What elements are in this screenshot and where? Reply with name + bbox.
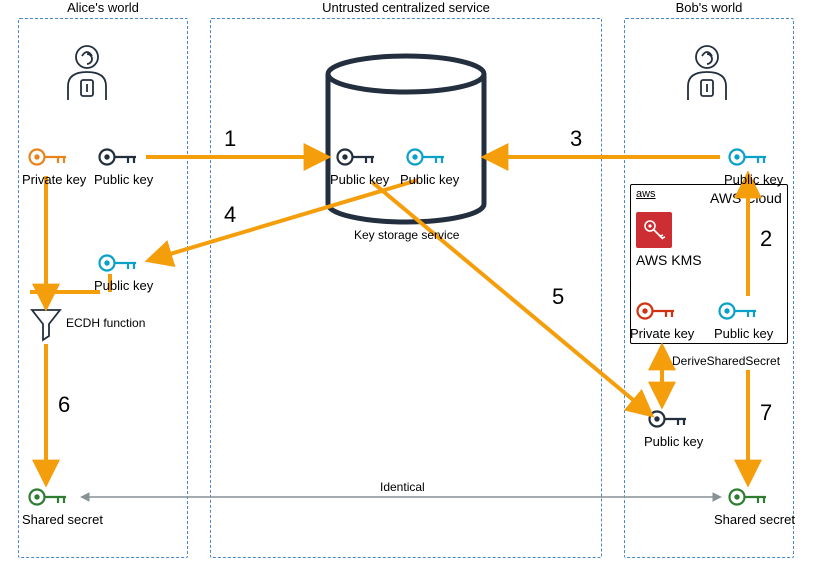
alice-public-key-label: Public key [94, 172, 153, 187]
alice-shared-label: Shared secret [22, 512, 103, 527]
step-3: 3 [570, 126, 582, 152]
bob-recv-pk-label: Public key [644, 434, 703, 449]
aws-tag: aws [636, 188, 656, 200]
identical-label: Identical [380, 480, 425, 494]
alice-recv-pk-label: Public key [94, 278, 153, 293]
step-1: 1 [224, 126, 236, 152]
step-2: 2 [760, 226, 772, 252]
bob-public-key-top-label: Public key [724, 172, 783, 187]
panel-center-title: Untrusted centralized service [210, 0, 602, 15]
aws-cloud-title: AWS Cloud [710, 190, 782, 206]
step-4: 4 [224, 202, 236, 228]
derive-label: DeriveSharedSecret [672, 354, 780, 368]
step-7: 7 [760, 400, 772, 426]
kms-tile-icon [636, 212, 672, 248]
center-pk-left-label: Public key [330, 172, 389, 187]
kms-label: AWS KMS [636, 252, 702, 268]
key-storage-label: Key storage service [354, 228, 459, 242]
panel-bob-title: Bob's world [624, 0, 794, 15]
step-6: 6 [58, 392, 70, 418]
alice-private-key-label: Private key [22, 172, 86, 187]
panel-center [210, 18, 602, 558]
kms-public-key-label: Public key [714, 326, 773, 341]
kms-private-key-label: Private key [630, 326, 694, 341]
bob-shared-label: Shared secret [714, 512, 795, 527]
ecdh-label: ECDH function [66, 316, 145, 330]
panel-alice-title: Alice's world [18, 0, 188, 15]
center-pk-right-label: Public key [400, 172, 459, 187]
step-5: 5 [552, 284, 564, 310]
